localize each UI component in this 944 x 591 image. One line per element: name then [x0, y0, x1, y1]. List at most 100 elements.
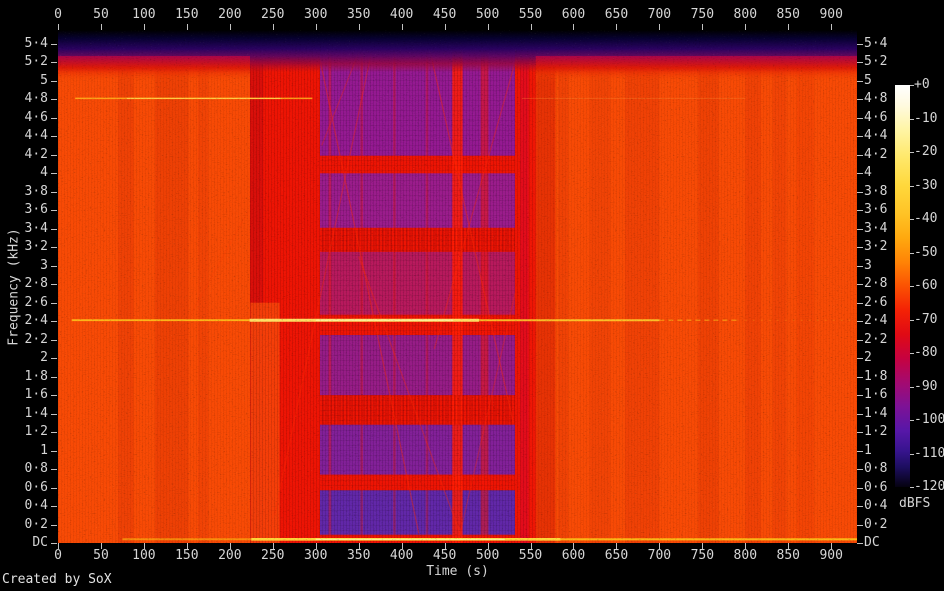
axis-tick — [857, 173, 863, 174]
axis-tick — [745, 543, 747, 549]
axis-tick — [100, 24, 102, 30]
axis-tick — [857, 432, 863, 433]
colorbar-tick-label: +0 — [914, 77, 930, 92]
axis-tick — [910, 152, 914, 153]
y-tick-label-right: 0·6 — [864, 480, 888, 495]
axis-tick — [857, 543, 863, 544]
axis-tick — [831, 543, 833, 549]
x-tick-label-bottom: 550 — [518, 548, 543, 563]
axis-tick — [51, 414, 57, 415]
axis-tick — [358, 24, 360, 30]
axis-tick — [51, 340, 57, 341]
y-tick-label-left: 0·4 — [24, 498, 48, 513]
axis-tick — [487, 543, 489, 549]
x-tick-label-bottom: 450 — [432, 548, 457, 563]
x-tick-label-bottom: 650 — [604, 548, 629, 563]
axis-tick — [857, 303, 863, 304]
x-tick-label-top: 500 — [475, 7, 500, 22]
axis-tick — [857, 118, 863, 119]
axis-tick — [857, 358, 863, 359]
y-tick-label-right: 4·6 — [864, 110, 888, 125]
axis-tick — [702, 543, 704, 549]
colorbar-tick-label: -120 — [914, 479, 944, 494]
axis-tick — [857, 340, 863, 341]
axis-tick — [910, 286, 914, 287]
x-tick-label-top: 100 — [132, 7, 156, 22]
colorbar-tick-label: -50 — [914, 245, 938, 260]
y-tick-label-right: DC — [864, 535, 880, 550]
y-tick-label-right: 2·6 — [864, 295, 888, 310]
x-tick-label-top: 50 — [93, 7, 109, 22]
axis-tick — [51, 525, 57, 526]
y-tick-label-right: 1·6 — [864, 387, 888, 402]
y-tick-label-left: 1 — [40, 443, 48, 458]
x-tick-label-top: 800 — [733, 7, 758, 22]
axis-tick — [857, 506, 863, 507]
x-tick-label-top: 600 — [561, 7, 586, 22]
y-tick-label-right: 0·2 — [864, 517, 888, 532]
axis-tick — [315, 543, 317, 549]
y-tick-label-left: 5·4 — [24, 36, 48, 51]
x-tick-label-bottom: 150 — [175, 548, 199, 563]
x-tick-label-bottom: 900 — [819, 548, 843, 563]
y-tick-label-right: 2 — [864, 350, 872, 365]
axis-tick — [831, 24, 833, 30]
y-tick-label-left: 3·2 — [24, 239, 48, 254]
axis-tick — [51, 303, 57, 304]
colorbar-tick-label: -60 — [914, 278, 938, 293]
axis-tick — [573, 24, 575, 30]
axis-tick — [857, 266, 863, 267]
credit-text: Created by SoX — [2, 572, 112, 587]
axis-tick — [530, 543, 532, 549]
axis-tick — [143, 543, 145, 549]
axis-tick — [659, 543, 661, 549]
axis-tick — [616, 543, 618, 549]
axis-tick — [857, 99, 863, 100]
x-tick-label-bottom: 600 — [561, 548, 586, 563]
y-tick-label-left: 3·8 — [24, 184, 48, 199]
y-tick-label-right: 4·8 — [864, 91, 888, 106]
y-tick-label-left: 3 — [40, 258, 48, 273]
axis-tick — [857, 247, 863, 248]
axis-tick — [857, 44, 863, 45]
axis-tick — [186, 543, 188, 549]
axis-tick — [51, 451, 57, 452]
y-tick-label-left: 1·4 — [24, 406, 48, 421]
axis-tick — [58, 543, 59, 549]
axis-tick — [51, 81, 57, 82]
colorbar-tick-label: -20 — [914, 144, 938, 159]
x-tick-label-bottom: 200 — [218, 548, 242, 563]
axis-tick — [857, 229, 863, 230]
y-tick-label-left: 0·8 — [24, 461, 48, 476]
axis-tick — [272, 543, 274, 549]
x-tick-label-bottom: 0 — [54, 548, 62, 563]
colorbar-unit-label: dBFS — [899, 496, 931, 511]
y-tick-label-right: 2·2 — [864, 332, 888, 347]
y-tick-label-right: 3 — [864, 258, 872, 273]
x-tick-label-bottom: 700 — [647, 548, 672, 563]
y-tick-label-left: 1·8 — [24, 369, 48, 384]
y-tick-label-right: 1·4 — [864, 406, 888, 421]
axis-tick — [857, 525, 863, 526]
x-tick-label-bottom: 800 — [733, 548, 758, 563]
y-tick-label-left: 3·6 — [24, 202, 48, 217]
axis-tick — [51, 118, 57, 119]
x-tick-label-top: 250 — [261, 7, 285, 22]
y-tick-label-left: 4·4 — [24, 128, 48, 143]
axis-tick — [51, 469, 57, 470]
y-tick-label-right: 3·4 — [864, 221, 888, 236]
x-tick-label-top: 700 — [647, 7, 672, 22]
axis-tick — [910, 219, 914, 220]
x-tick-label-bottom: 750 — [690, 548, 715, 563]
x-tick-label-bottom: 50 — [93, 548, 109, 563]
axis-tick — [51, 210, 57, 211]
colorbar-tick-label: -30 — [914, 178, 938, 193]
y-tick-label-left: 4·8 — [24, 91, 48, 106]
colorbar-tick-label: -110 — [914, 446, 944, 461]
colorbar-tick-label: -10 — [914, 111, 938, 126]
axis-tick — [910, 253, 914, 254]
colorbar-gradient — [895, 85, 910, 487]
y-tick-label-right: 5·4 — [864, 36, 888, 51]
axis-tick — [857, 62, 863, 63]
axis-tick — [51, 247, 57, 248]
